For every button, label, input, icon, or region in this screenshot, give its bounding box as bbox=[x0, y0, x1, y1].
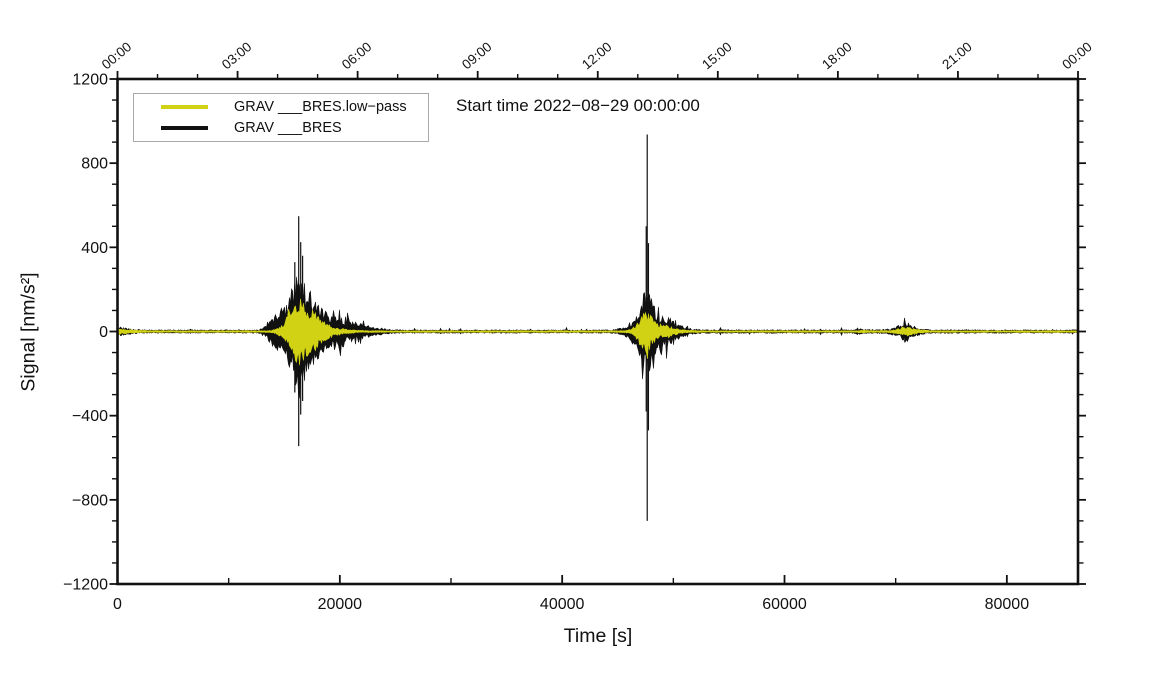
y-axis-label: Signal [nm/s²] bbox=[17, 272, 40, 392]
start-time-title: Start time 2022−08−29 00:00:00 bbox=[456, 96, 700, 115]
svg-text:15:00: 15:00 bbox=[699, 39, 735, 72]
svg-text:0: 0 bbox=[113, 596, 122, 613]
svg-text:09:00: 09:00 bbox=[459, 39, 495, 72]
svg-text:400: 400 bbox=[81, 240, 108, 257]
svg-text:0: 0 bbox=[99, 324, 108, 341]
svg-text:21:00: 21:00 bbox=[939, 39, 975, 72]
legend-item-lowpass: GRAV ___BRES.low−pass bbox=[161, 99, 407, 115]
legend-line-swatch-lowpass bbox=[161, 105, 208, 109]
svg-text:1200: 1200 bbox=[72, 72, 108, 89]
svg-text:03:00: 03:00 bbox=[219, 39, 255, 72]
svg-text:−800: −800 bbox=[72, 492, 108, 509]
legend-line-swatch-raw bbox=[161, 126, 208, 130]
svg-text:800: 800 bbox=[81, 156, 108, 173]
svg-text:12:00: 12:00 bbox=[579, 39, 615, 72]
legend-item-raw: GRAV ___BRES bbox=[161, 120, 342, 136]
svg-text:06:00: 06:00 bbox=[339, 39, 375, 72]
svg-text:−1200: −1200 bbox=[63, 577, 108, 594]
svg-text:00:00: 00:00 bbox=[99, 39, 135, 72]
svg-text:60000: 60000 bbox=[762, 596, 807, 613]
legend-label-raw: GRAV ___BRES bbox=[234, 120, 342, 136]
svg-text:−400: −400 bbox=[72, 408, 108, 425]
svg-text:18:00: 18:00 bbox=[819, 39, 855, 72]
svg-text:20000: 20000 bbox=[318, 596, 363, 613]
svg-text:00:00: 00:00 bbox=[1059, 39, 1095, 72]
svg-text:40000: 40000 bbox=[540, 596, 585, 613]
svg-text:80000: 80000 bbox=[985, 596, 1030, 613]
legend-box: GRAV ___BRES.low−pass GRAV ___BRES bbox=[133, 93, 429, 142]
legend-label-lowpass: GRAV ___BRES.low−pass bbox=[234, 99, 407, 115]
x-axis-label: Time [s] bbox=[563, 625, 633, 647]
